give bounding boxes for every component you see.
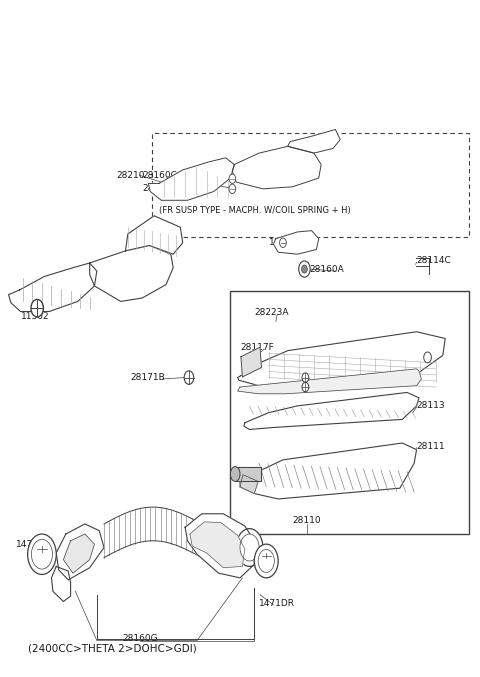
Text: 1471DR: 1471DR <box>16 540 52 548</box>
Text: 11302: 11302 <box>21 312 49 322</box>
Text: (2400CC>THETA 2>DOHC>GDI): (2400CC>THETA 2>DOHC>GDI) <box>28 644 196 653</box>
Text: 28161: 28161 <box>142 184 171 194</box>
Text: 28115G: 28115G <box>254 482 290 492</box>
Text: 86590: 86590 <box>21 303 49 311</box>
Polygon shape <box>125 216 183 255</box>
Text: 28160G: 28160G <box>122 634 157 643</box>
Text: 28111: 28111 <box>417 442 445 451</box>
Text: 28110: 28110 <box>292 516 321 525</box>
Text: 1125AD: 1125AD <box>269 238 304 247</box>
Text: 28223A: 28223A <box>254 309 289 318</box>
Polygon shape <box>238 332 445 386</box>
Text: 28174H: 28174H <box>383 354 419 364</box>
Polygon shape <box>288 129 340 153</box>
Text: 28160C: 28160C <box>142 171 177 180</box>
Text: 28114C: 28114C <box>417 257 451 265</box>
Text: 28160B: 28160B <box>288 374 323 383</box>
Text: 1471DR: 1471DR <box>259 599 295 608</box>
Polygon shape <box>274 231 319 255</box>
Text: 28160A: 28160A <box>309 265 344 274</box>
Circle shape <box>240 534 259 561</box>
Polygon shape <box>238 369 421 394</box>
Polygon shape <box>240 443 417 499</box>
Circle shape <box>184 371 194 385</box>
Circle shape <box>302 383 309 392</box>
Polygon shape <box>190 522 245 568</box>
Text: 28112: 28112 <box>417 337 445 347</box>
Text: (FR SUSP TYPE - MACPH. W/COIL SPRING + H): (FR SUSP TYPE - MACPH. W/COIL SPRING + H… <box>159 206 350 215</box>
Circle shape <box>31 299 43 317</box>
Circle shape <box>229 174 236 183</box>
Circle shape <box>299 261 310 277</box>
Circle shape <box>28 534 56 575</box>
Circle shape <box>254 544 278 578</box>
Text: 28113: 28113 <box>417 401 445 410</box>
Polygon shape <box>148 158 234 200</box>
Circle shape <box>424 352 432 363</box>
Text: 28161G: 28161G <box>288 363 324 372</box>
Polygon shape <box>90 246 173 301</box>
Text: 28171B: 28171B <box>130 373 165 382</box>
Text: 28210: 28210 <box>107 279 135 288</box>
Bar <box>152 133 469 238</box>
Text: 28117F: 28117F <box>240 343 274 353</box>
Ellipse shape <box>230 466 240 481</box>
Circle shape <box>302 373 309 383</box>
Circle shape <box>280 238 286 248</box>
Polygon shape <box>241 347 262 377</box>
Bar <box>230 291 469 534</box>
Circle shape <box>301 265 307 273</box>
Polygon shape <box>104 507 202 558</box>
Polygon shape <box>56 524 104 580</box>
Circle shape <box>229 184 236 194</box>
Polygon shape <box>244 393 419 429</box>
Polygon shape <box>51 567 71 601</box>
Circle shape <box>258 550 275 573</box>
Polygon shape <box>63 534 95 573</box>
Polygon shape <box>185 514 254 578</box>
Polygon shape <box>240 475 258 494</box>
Text: 28210: 28210 <box>116 171 144 180</box>
Circle shape <box>32 540 52 569</box>
Polygon shape <box>232 146 321 189</box>
Polygon shape <box>235 466 262 481</box>
Polygon shape <box>9 263 97 311</box>
Circle shape <box>236 529 263 567</box>
